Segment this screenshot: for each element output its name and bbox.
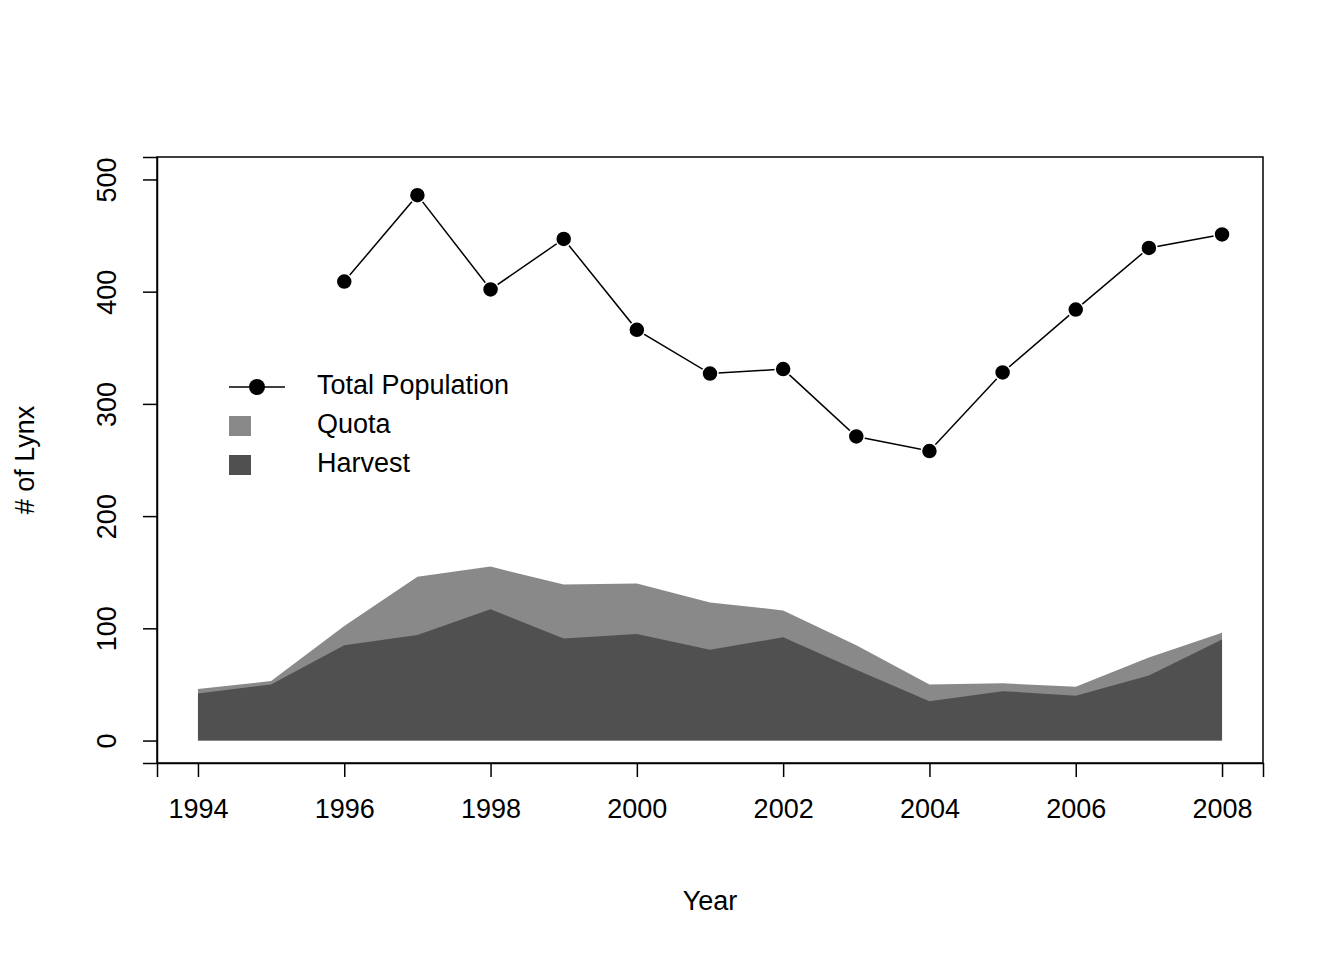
area <box>198 567 1222 741</box>
plot-area: 1994 1996 1998 2000 2002 2004 2006 2008 0 100 200 3… <box>92 157 1263 824</box>
tick: 0 <box>92 734 157 749</box>
tick-label: 1994 <box>168 794 228 824</box>
point <box>409 187 425 203</box>
tick-label: 2004 <box>900 794 960 824</box>
legend-item: Total Population <box>229 370 509 400</box>
axis-line <box>158 764 1264 778</box>
point <box>336 274 352 290</box>
tick: 400 <box>92 270 157 315</box>
tick-mark <box>143 291 157 293</box>
tick-label: 0 <box>92 734 122 749</box>
line <box>344 195 1222 451</box>
chart: 1994 1996 1998 2000 2002 2004 2006 2008 0 100 200 3… <box>0 0 1344 960</box>
tick-mark <box>490 763 492 777</box>
tick: 100 <box>92 606 157 651</box>
point <box>702 366 718 382</box>
tick-label: 2002 <box>754 794 814 824</box>
point <box>995 364 1011 380</box>
legend-key <box>249 379 265 395</box>
tick: 1994 <box>168 763 228 824</box>
tick: 500 <box>92 157 157 202</box>
tick-mark <box>143 740 157 742</box>
tick: 300 <box>92 382 157 427</box>
point <box>629 322 645 338</box>
tick-mark <box>1222 763 1224 777</box>
tick-label: 300 <box>92 382 122 427</box>
legend-label: Harvest <box>317 448 411 478</box>
tick-label: 200 <box>92 494 122 539</box>
legend-item: Quota <box>229 409 392 439</box>
tick: 2002 <box>754 763 814 824</box>
tick: 1998 <box>461 763 521 824</box>
legend-label: Total Population <box>317 370 509 400</box>
point <box>556 231 572 247</box>
legend-key <box>229 416 251 436</box>
area <box>198 609 1222 740</box>
x-axis-title: Year <box>683 886 738 916</box>
tick-mark <box>637 763 639 777</box>
y-axis-title: # of Lynx <box>10 405 40 514</box>
point <box>775 361 791 377</box>
tick: 2006 <box>1046 763 1106 824</box>
legend-key <box>229 455 251 475</box>
plot-frame <box>157 157 1263 763</box>
tick: 2000 <box>607 763 667 824</box>
legend-item: Harvest <box>229 448 411 478</box>
axis-line <box>143 158 158 764</box>
point <box>921 443 937 459</box>
tick-mark <box>783 763 785 777</box>
legend-label: Quota <box>317 409 392 439</box>
tick-mark <box>198 763 200 777</box>
tick-mark <box>143 516 157 518</box>
point <box>1068 302 1084 318</box>
x-axis: 1994 1996 1998 2000 2002 2004 2006 2008 <box>158 763 1264 824</box>
point <box>1141 240 1157 256</box>
tick: 2004 <box>900 763 960 824</box>
tick-label: 1996 <box>315 794 375 824</box>
marks <box>198 187 1230 740</box>
tick-mark <box>143 179 157 181</box>
point <box>483 281 499 297</box>
tick-label: 2000 <box>607 794 667 824</box>
point <box>848 428 864 444</box>
tick: 200 <box>92 494 157 539</box>
tick-mark <box>143 404 157 406</box>
tick-label: 400 <box>92 270 122 315</box>
tick-label: 2006 <box>1046 794 1106 824</box>
tick-mark <box>143 628 157 630</box>
tick-mark <box>344 763 346 777</box>
tick-mark <box>1075 763 1077 777</box>
tick-label: 500 <box>92 157 122 202</box>
tick-label: 100 <box>92 606 122 651</box>
legend: Total Population Quota Harvest <box>229 370 509 478</box>
tick: 1996 <box>315 763 375 824</box>
tick-mark <box>929 763 931 777</box>
tick-label: 1998 <box>461 794 521 824</box>
y-axis: 0 100 200 300 400 500 <box>92 157 157 763</box>
tick: 2008 <box>1192 763 1252 824</box>
tick-label: 2008 <box>1192 794 1252 824</box>
point <box>1214 226 1230 242</box>
